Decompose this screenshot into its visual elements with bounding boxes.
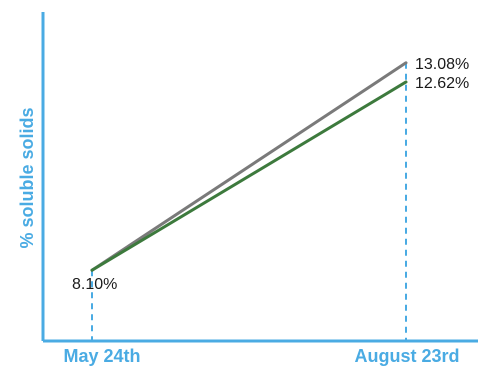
x-tick-label-may-24th: May 24th bbox=[63, 346, 140, 366]
data-label-green-end: 12.62% bbox=[415, 75, 469, 92]
data-label-gray-end: 13.08% bbox=[415, 56, 469, 73]
y-axis-title: % soluble solids bbox=[17, 107, 37, 248]
data-label-start: 8.10% bbox=[72, 276, 117, 293]
series-line-green bbox=[90, 80, 408, 272]
series-line-gray bbox=[90, 61, 408, 272]
x-tick-label-august-23rd: August 23rd bbox=[354, 346, 459, 366]
